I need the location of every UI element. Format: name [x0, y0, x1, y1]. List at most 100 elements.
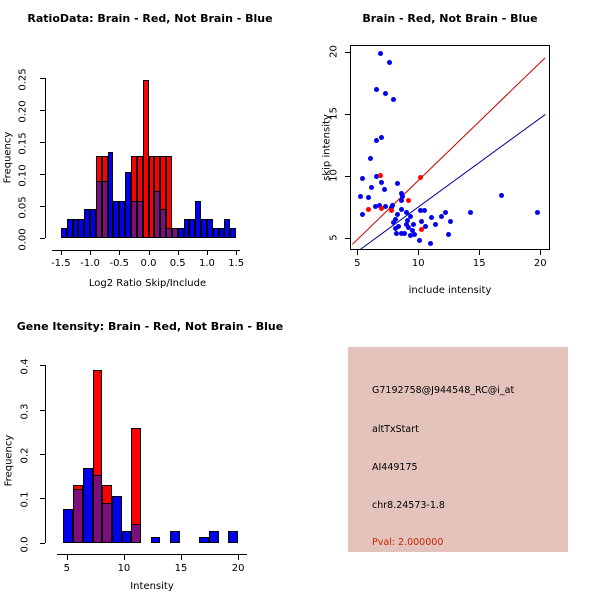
scatter-point-not-brain: [399, 194, 405, 200]
scatter-point-not-brain: [359, 211, 365, 217]
ratio-x-tick: [60, 250, 62, 255]
gene-bar-overlap: [102, 502, 112, 543]
gene-bar-overlap: [131, 523, 142, 543]
scatter-y-ticklabel: 20: [328, 45, 340, 59]
ratio-x-tick: [119, 250, 121, 255]
gene-bar-blue: [170, 530, 180, 543]
ratio-bar-overlap: [130, 200, 137, 238]
scatter-point-not-brain: [358, 194, 364, 200]
scatter-point-not-brain: [391, 96, 397, 102]
info-event-type: altTxStart: [372, 424, 419, 435]
scatter-point-not-brain: [374, 174, 380, 180]
scatter-point-not-brain: [379, 179, 385, 185]
scatter-point-not-brain: [468, 210, 474, 216]
ratio-bar-blue: [119, 200, 126, 238]
scatter-y-tick: [345, 237, 350, 239]
scatter-point-not-brain: [498, 193, 504, 199]
scatter-point-not-brain: [392, 225, 398, 231]
scatter-point-not-brain: [393, 231, 399, 237]
ratio-x-ticklabel: -1.0: [80, 258, 100, 269]
scatter-point-not-brain: [447, 219, 453, 225]
scatter-point-not-brain: [369, 184, 375, 190]
ratio-y-axis: [45, 78, 46, 238]
ratio-bar-blue: [66, 219, 73, 238]
scatter-point-not-brain: [438, 213, 444, 219]
scatter-point-not-brain: [395, 180, 401, 186]
scatter-point-not-brain: [404, 217, 410, 223]
ratio-x-tick: [177, 250, 179, 255]
ratio-bar-overlap: [160, 209, 167, 238]
scatter-point-brain: [379, 205, 385, 211]
scatter-point-not-brain: [390, 203, 396, 209]
scatter-point-not-brain: [410, 221, 416, 227]
ratio-x-ticklabel: 0.5: [169, 258, 186, 269]
gene-histogram-bars: [0, 300, 300, 600]
ratio-histogram-title: RatioData: Brain - Red, Not Brain - Blue: [27, 12, 273, 25]
ratio-bar-blue: [218, 228, 225, 238]
scatter-y-tick: [345, 114, 350, 116]
gene-bar-blue: [121, 530, 132, 543]
ratio-y-tick: [40, 110, 45, 111]
gene-x-tick: [66, 555, 68, 560]
ratio-x-tick: [206, 250, 208, 255]
scatter-y-tick: [345, 52, 350, 54]
ratio-bar-red: [148, 156, 155, 238]
scatter-point-not-brain: [406, 225, 412, 231]
scatter-point-not-brain: [398, 231, 404, 237]
scatter-point-not-brain: [402, 231, 408, 237]
scatter-point-brain: [365, 207, 371, 213]
info-probe-id: G7192758@J944548_RC@i_at: [372, 385, 515, 396]
gene-bar-blue: [199, 536, 210, 543]
ratio-x-axis: [52, 250, 240, 251]
ratio-y-tick: [40, 238, 45, 239]
ratio-x-tick: [90, 250, 92, 255]
ratio-bar-blue: [113, 200, 120, 238]
ratio-x-tick: [236, 250, 238, 255]
ratio-x-ticklabel: 0.0: [140, 258, 157, 269]
scatter-point-not-brain: [398, 207, 404, 213]
gene-x-tick: [238, 555, 240, 560]
gene-bar-overlap: [73, 489, 83, 543]
scatter-point-not-brain: [379, 135, 385, 141]
ratio-x-ticklabel: 1.0: [198, 258, 215, 269]
scatter-point-not-brain: [412, 232, 418, 238]
ratio-bar-overlap: [154, 190, 161, 238]
scatter-x-tick: [357, 250, 359, 255]
scatter-point-not-brain: [386, 59, 392, 65]
gene-x-ticklabel: 10: [117, 563, 131, 574]
ratio-y-tick: [40, 206, 45, 207]
scatter-title: Brain - Red, Not Brain - Blue: [362, 12, 538, 25]
scatter-point-not-brain: [359, 175, 365, 181]
scatter-fit-line-brain-fit: [352, 57, 546, 245]
gene-histogram-title: Gene Itensity: Brain - Red, Not Brain - …: [16, 320, 284, 333]
ratio-bar-blue: [107, 152, 114, 238]
scatter-x-ticklabel: 15: [472, 258, 486, 269]
gene-bar-blue: [209, 530, 219, 543]
scatter-point-not-brain: [427, 241, 433, 247]
info-pval: Pval: 2.000000: [372, 537, 444, 548]
scatter-x-tick: [418, 250, 420, 255]
ratio-bar-red: [142, 80, 149, 238]
scatter-point-not-brain: [409, 227, 415, 233]
scatter-point-not-brain: [373, 203, 379, 209]
gene-y-tick: [40, 410, 45, 411]
scatter-point-not-brain: [392, 216, 398, 222]
scatter-x-ticklabel: 10: [411, 258, 425, 269]
scatter-point-not-brain: [398, 191, 404, 197]
gene-y-tick: [40, 454, 45, 455]
ratio-bar-blue: [177, 228, 184, 238]
scatter-point-not-brain: [368, 156, 374, 162]
scatter-point-not-brain: [419, 219, 425, 225]
gene-y-tick: [40, 543, 45, 544]
scatter-point-brain: [418, 174, 424, 180]
scatter-point-brain: [377, 173, 383, 179]
ratio-bar-blue: [90, 209, 96, 238]
ratio-x-ticklabel: 1.5: [228, 258, 245, 269]
gene-x-tick: [123, 555, 125, 560]
gene-x-ticklabel: 5: [63, 563, 71, 574]
ratio-x-tick: [148, 250, 150, 255]
scatter-point-not-brain: [377, 51, 383, 57]
gene-intensity-panel: Gene Itensity: Brain - Red, Not Brain - …: [0, 300, 300, 600]
scatter-fit-line-not-brain-fit: [359, 114, 546, 250]
